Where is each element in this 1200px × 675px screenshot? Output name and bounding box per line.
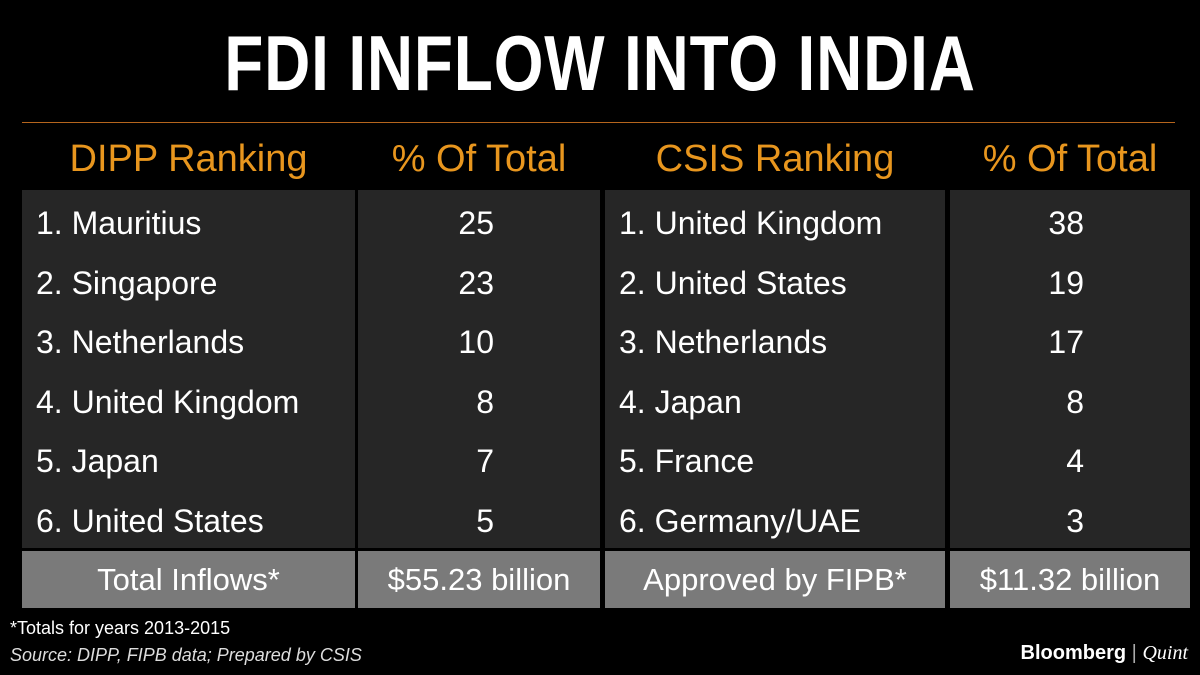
country-cell: 6. United States	[36, 503, 264, 539]
column-header: DIPP Ranking	[69, 138, 308, 180]
body-panel	[358, 190, 600, 548]
divider	[22, 122, 1175, 123]
column-header: % Of Total	[391, 138, 567, 180]
total-panel	[358, 551, 600, 608]
brand-left: Bloomberg	[1020, 642, 1127, 664]
title: FDI INFLOW INTO INDIA	[224, 19, 976, 107]
body-panel	[605, 190, 945, 548]
share-cell: 8	[1066, 383, 1084, 420]
brand: Bloomberg | Quint	[1020, 642, 1188, 664]
country-cell: 4. Japan	[619, 383, 742, 420]
country-cell: 5. France	[619, 443, 755, 480]
country-cell: 1. Mauritius	[36, 205, 202, 241]
brand-right: Quint	[1142, 642, 1188, 664]
body-panel	[950, 190, 1190, 548]
country-cell: 4. United Kingdom	[36, 383, 300, 420]
share-cell: 7	[476, 443, 494, 480]
country-cell: 3. Netherlands	[36, 324, 245, 361]
share-cell: 38	[1048, 205, 1084, 241]
share-cell: 5	[476, 503, 494, 539]
total-panel	[950, 551, 1190, 608]
total-panel	[605, 551, 945, 608]
country-cell: 2. United States	[619, 264, 847, 301]
share-cell: 23	[458, 264, 494, 301]
share-cell: 10	[458, 324, 494, 361]
share-cell: 19	[1048, 264, 1084, 301]
share-cell: 4	[1066, 443, 1084, 480]
share-cell: 25	[458, 205, 494, 241]
total-panel	[22, 551, 355, 608]
total-cell: Approved by FIPB*	[643, 562, 907, 597]
country-cell: 6. Germany/UAE	[619, 503, 861, 539]
total-cell: $11.32 billion	[979, 562, 1161, 597]
share-cell: 3	[1066, 503, 1084, 539]
share-cell: 8	[476, 383, 494, 420]
column-header: % Of Total	[982, 138, 1158, 180]
source: Source: DIPP, FIPB data; Prepared by CSI…	[10, 645, 362, 665]
country-cell: 1. United Kingdom	[619, 205, 883, 241]
country-cell: 2. Singapore	[36, 264, 218, 301]
column-header: CSIS Ranking	[655, 138, 895, 180]
footnote: *Totals for years 2013-2015	[10, 618, 231, 638]
total-cell: $55.23 billion	[387, 562, 571, 597]
country-cell: 3. Netherlands	[619, 324, 828, 361]
body-panel	[22, 190, 355, 548]
share-cell: 17	[1048, 324, 1084, 361]
country-cell: 5. Japan	[36, 443, 159, 480]
total-cell: Total Inflows*	[97, 562, 280, 597]
